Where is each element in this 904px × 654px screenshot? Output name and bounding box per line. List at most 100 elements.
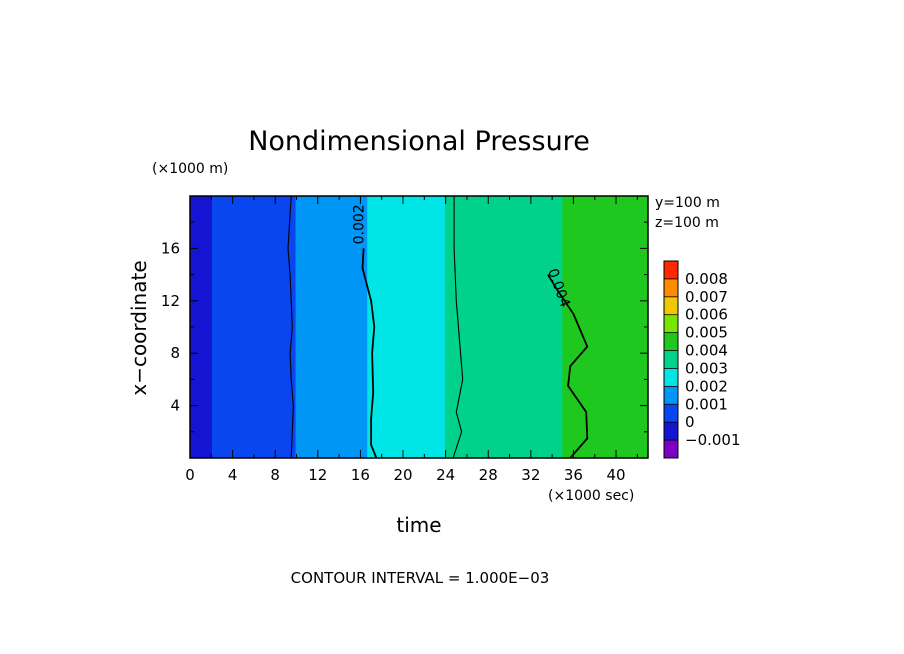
field-band xyxy=(564,196,567,458)
field-band xyxy=(638,196,641,458)
field-band xyxy=(223,196,227,458)
field-band xyxy=(341,196,344,458)
field-band xyxy=(562,196,565,458)
field-band xyxy=(422,196,426,458)
field-band xyxy=(530,196,534,458)
x-tick-label: 8 xyxy=(270,466,280,484)
field-band xyxy=(297,196,301,458)
field-band xyxy=(213,196,217,458)
colorbar-swatch xyxy=(664,350,678,369)
field-band xyxy=(219,196,223,458)
field-band xyxy=(337,196,340,458)
y-axis: 4 8 12 16 xyxy=(161,221,648,433)
field-band xyxy=(281,196,285,458)
field-band xyxy=(584,196,587,458)
field-band xyxy=(293,196,297,458)
field-band xyxy=(428,196,432,458)
field-band xyxy=(470,196,474,458)
field-band xyxy=(518,196,522,458)
field-band xyxy=(604,196,607,458)
field-band xyxy=(211,196,215,458)
field-band xyxy=(482,196,486,458)
field-band xyxy=(492,196,496,458)
colorbar-label: 0.007 xyxy=(685,288,728,306)
field-band xyxy=(225,196,229,458)
field-band xyxy=(221,196,225,458)
field-band xyxy=(502,196,506,458)
x-tick-label: 4 xyxy=(228,466,238,484)
field-band xyxy=(277,196,281,458)
field-band xyxy=(556,196,559,458)
field-band xyxy=(289,196,293,458)
field-band xyxy=(403,196,406,458)
colorbar-swatch xyxy=(664,296,678,316)
field-band xyxy=(271,196,275,458)
field-band xyxy=(606,196,609,458)
field-band xyxy=(596,196,599,458)
field-band xyxy=(209,196,213,458)
field-band xyxy=(532,196,536,458)
field-band xyxy=(510,196,514,458)
field-band xyxy=(426,196,430,458)
field-band xyxy=(323,196,327,458)
field-band xyxy=(195,196,199,458)
field-band xyxy=(405,196,408,458)
field-band xyxy=(522,196,526,458)
field-band xyxy=(514,196,518,458)
field-band xyxy=(321,196,325,458)
field-band xyxy=(628,196,631,458)
field-band xyxy=(436,196,440,458)
field-band xyxy=(630,196,633,458)
field-band xyxy=(568,196,571,458)
field-band xyxy=(420,196,424,458)
colorbar-label: 0.005 xyxy=(685,324,728,342)
field-band xyxy=(516,196,520,458)
field-band xyxy=(546,196,550,458)
field-band xyxy=(558,196,561,458)
field-band xyxy=(590,196,593,458)
field-band xyxy=(207,196,211,458)
field-band xyxy=(385,196,388,458)
field-band xyxy=(291,196,295,458)
colorbar: −0.00100.0010.0020.0030.0040.0050.0060.0… xyxy=(663,260,741,459)
field-band xyxy=(588,196,591,458)
field-band xyxy=(389,196,392,458)
field-band xyxy=(261,196,265,458)
field-band xyxy=(448,196,452,458)
field-band xyxy=(552,196,556,458)
field-band xyxy=(466,196,470,458)
field-band xyxy=(371,196,374,458)
field-band xyxy=(387,196,390,458)
field-band xyxy=(399,196,402,458)
field-band xyxy=(259,196,263,458)
field-band xyxy=(444,196,448,458)
x-tick-label: 28 xyxy=(479,466,498,484)
x-tick-label: 40 xyxy=(606,466,625,484)
contour-line-2 xyxy=(452,196,464,458)
colorbar-label: 0.008 xyxy=(685,270,728,288)
field-band xyxy=(241,196,245,458)
field-band xyxy=(500,196,504,458)
field-band xyxy=(498,196,502,458)
field-band xyxy=(395,196,398,458)
field-band xyxy=(295,196,299,458)
field-band xyxy=(570,196,573,458)
field-band xyxy=(365,196,368,458)
field-band xyxy=(478,196,482,458)
contour-line-0 xyxy=(287,196,294,458)
field-band xyxy=(345,196,348,458)
x-tick-label: 24 xyxy=(436,466,455,484)
field-band xyxy=(594,196,597,458)
field-band xyxy=(307,196,311,458)
field-band xyxy=(446,196,450,458)
field-band xyxy=(331,196,334,458)
field-band xyxy=(381,196,384,458)
field-band xyxy=(572,196,575,458)
colorbar-swatch xyxy=(664,278,678,298)
field-band xyxy=(203,196,207,458)
field-band xyxy=(413,196,416,458)
colorbar-frame xyxy=(663,260,679,459)
y-axis-label: x−coordinate xyxy=(127,260,151,395)
field-band xyxy=(263,196,267,458)
field-band xyxy=(526,196,530,458)
